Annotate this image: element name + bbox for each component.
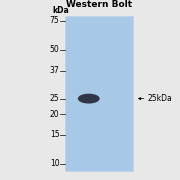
Text: 37: 37 bbox=[50, 66, 59, 75]
Bar bbox=[65, 16, 133, 171]
Text: Western Bolt: Western Bolt bbox=[66, 0, 132, 9]
Text: 25kDa: 25kDa bbox=[148, 94, 172, 103]
Text: 75: 75 bbox=[50, 16, 59, 25]
Text: 10: 10 bbox=[50, 159, 59, 168]
Ellipse shape bbox=[78, 94, 100, 104]
Text: 50: 50 bbox=[50, 45, 59, 54]
Text: 15: 15 bbox=[50, 130, 59, 139]
Text: 20: 20 bbox=[50, 110, 59, 119]
Text: 25: 25 bbox=[50, 94, 59, 103]
Text: kDa: kDa bbox=[52, 6, 69, 15]
